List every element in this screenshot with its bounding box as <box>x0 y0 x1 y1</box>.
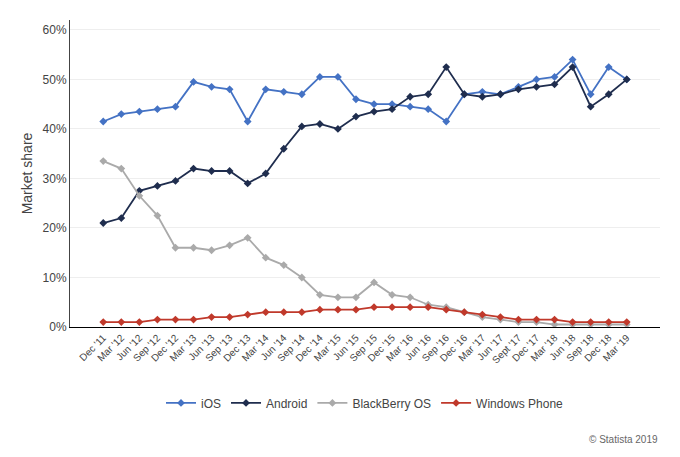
svg-text:Jun '12: Jun '12 <box>114 332 145 363</box>
svg-text:Sep '12: Sep '12 <box>131 332 163 364</box>
svg-text:0%: 0% <box>49 320 67 334</box>
svg-text:Jun '16: Jun '16 <box>403 332 434 363</box>
svg-text:Dec '17: Dec '17 <box>510 332 542 364</box>
svg-text:Dec '13: Dec '13 <box>221 332 253 364</box>
svg-text:20%: 20% <box>43 221 67 235</box>
svg-text:Mar '12: Mar '12 <box>95 332 126 363</box>
svg-text:© Statista 2019: © Statista 2019 <box>589 434 658 445</box>
svg-text:Mar '18: Mar '18 <box>528 332 559 363</box>
svg-text:iOS: iOS <box>201 397 221 411</box>
svg-text:Android: Android <box>266 397 307 411</box>
svg-text:Sep '18: Sep '18 <box>564 332 596 364</box>
svg-text:Dec '18: Dec '18 <box>582 332 614 364</box>
svg-text:Dec '14: Dec '14 <box>293 332 325 364</box>
svg-text:Jun '14: Jun '14 <box>258 332 289 363</box>
svg-text:Mar '16: Mar '16 <box>384 332 415 363</box>
svg-text:Sep '13: Sep '13 <box>203 332 235 364</box>
svg-text:BlackBerry OS: BlackBerry OS <box>352 397 431 411</box>
svg-text:Dec '11: Dec '11 <box>77 332 108 363</box>
svg-text:Market share: Market share <box>19 132 35 214</box>
svg-text:Dec '15: Dec '15 <box>365 332 397 364</box>
svg-text:Dec '12: Dec '12 <box>149 332 181 364</box>
svg-text:Sep '14: Sep '14 <box>275 332 307 364</box>
svg-text:Sep '15: Sep '15 <box>347 332 379 364</box>
svg-text:Mar '14: Mar '14 <box>240 332 271 363</box>
svg-text:Jun '18: Jun '18 <box>547 332 578 363</box>
svg-text:40%: 40% <box>43 122 67 136</box>
svg-text:Windows Phone: Windows Phone <box>476 397 563 411</box>
svg-text:Sept '17: Sept '17 <box>490 332 524 366</box>
svg-text:Sep '16: Sep '16 <box>420 332 452 364</box>
svg-text:10%: 10% <box>43 271 67 285</box>
svg-text:30%: 30% <box>43 172 67 186</box>
svg-text:60%: 60% <box>43 23 67 37</box>
svg-text:Mar '15: Mar '15 <box>312 332 343 363</box>
svg-text:Jun '13: Jun '13 <box>186 332 217 363</box>
svg-text:Dec '16: Dec '16 <box>438 332 470 364</box>
svg-text:Mar '19: Mar '19 <box>601 332 632 363</box>
svg-text:Mar '17: Mar '17 <box>456 332 487 363</box>
svg-text:Mar '13: Mar '13 <box>167 332 198 363</box>
svg-text:50%: 50% <box>43 73 67 87</box>
svg-text:Jun '17: Jun '17 <box>475 332 506 363</box>
svg-text:Jun '15: Jun '15 <box>331 332 362 363</box>
